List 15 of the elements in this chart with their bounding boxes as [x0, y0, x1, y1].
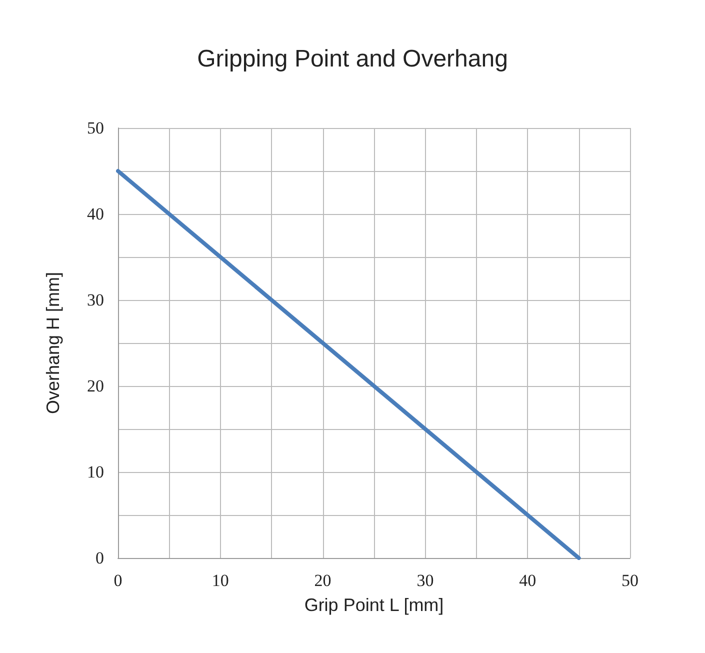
x-axis-title: Grip Point L [mm] [304, 595, 444, 615]
x-tick-label: 30 [416, 571, 434, 590]
y-tick-label: 40 [87, 204, 104, 224]
x-tick-label: 20 [314, 571, 332, 590]
x-tick-label: 40 [519, 571, 536, 590]
y-axis-title: Overhang H [mm] [43, 272, 63, 414]
y-tick-label: 30 [87, 290, 104, 310]
y-tick-label: 50 [87, 118, 104, 138]
y-tick-label: 10 [87, 462, 104, 482]
chart-title: Gripping Point and Overhang [197, 46, 508, 72]
y-tick-label: 0 [96, 548, 104, 568]
x-tick-label: 10 [212, 571, 229, 590]
x-tick-label: 50 [622, 571, 638, 590]
y-tick-label: 20 [87, 376, 104, 396]
x-tick-label: 0 [114, 571, 122, 590]
